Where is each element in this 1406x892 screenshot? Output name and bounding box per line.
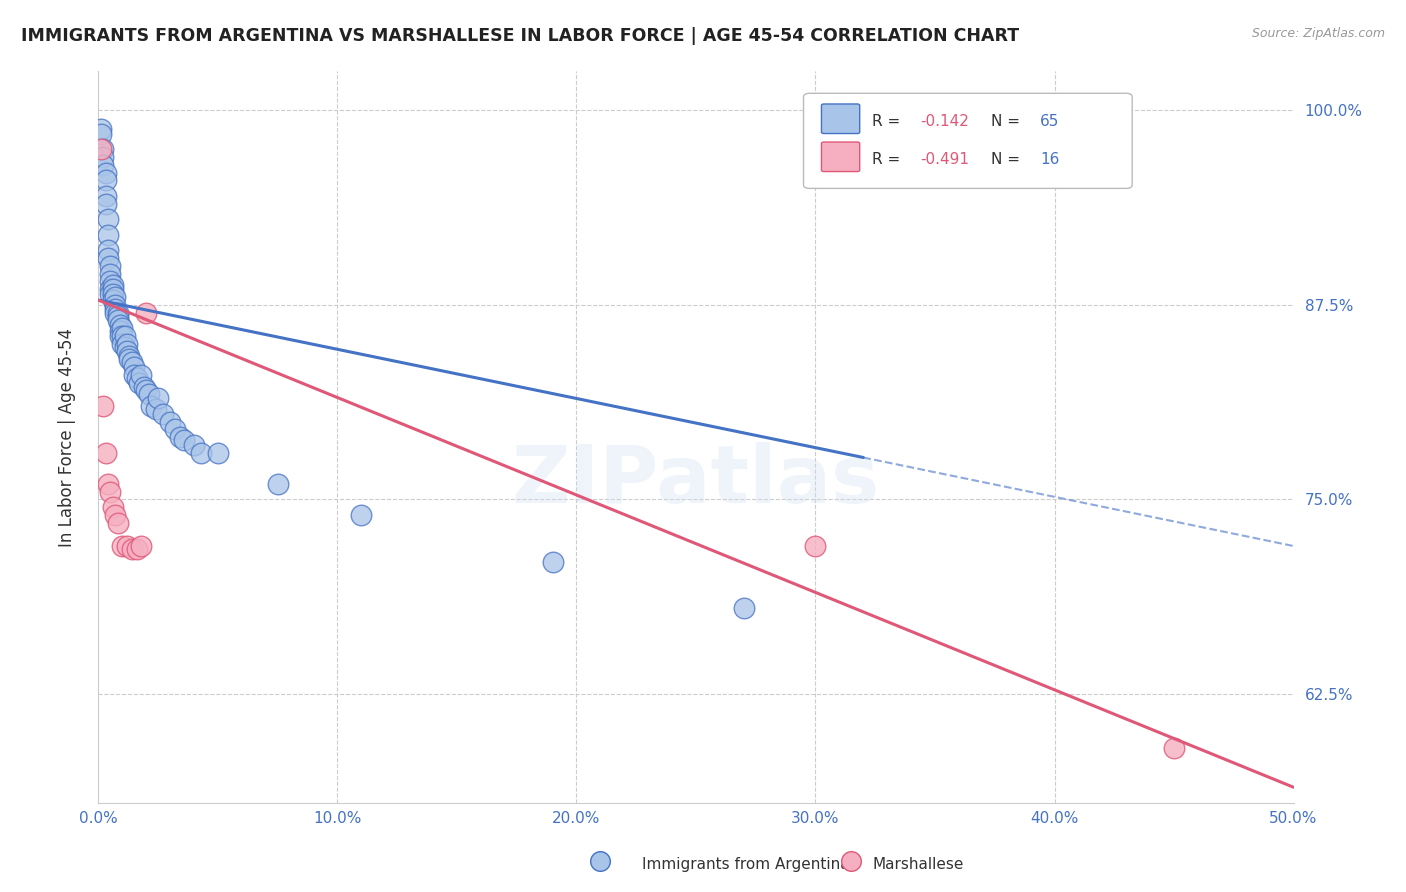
Point (101, 282, 124, 296)
Point (107, 309, 129, 323)
Point (124, 359, 146, 374)
Point (115, 344, 138, 359)
Point (128, 376, 150, 390)
Point (104, 298, 127, 312)
Point (125, 371, 148, 385)
Point (101, 293, 124, 307)
Point (90, 142, 112, 156)
Point (350, 508, 373, 522)
Point (1163, 741, 1185, 756)
Point (104, 290, 127, 304)
Point (91, 150, 114, 164)
Point (207, 445, 229, 459)
Point (733, 601, 755, 615)
Point (98, 275, 122, 289)
Point (121, 355, 143, 369)
Point (115, 336, 138, 351)
Point (91, 142, 114, 156)
Point (97, 244, 120, 258)
FancyBboxPatch shape (821, 142, 859, 171)
Point (107, 305, 129, 319)
Text: 16: 16 (1040, 152, 1060, 167)
Point (101, 500, 124, 515)
Point (108, 329, 131, 343)
Point (104, 305, 127, 319)
Point (107, 313, 129, 327)
Point (98, 282, 122, 296)
Text: Marshallese: Marshallese (873, 857, 965, 872)
Point (541, 555, 564, 569)
Point (94, 189, 117, 203)
Point (159, 415, 181, 429)
Point (94, 165, 117, 179)
FancyBboxPatch shape (804, 94, 1132, 188)
Point (104, 508, 127, 522)
Point (118, 352, 141, 367)
Point (98, 259, 122, 273)
Point (94, 173, 117, 187)
Text: N =: N = (991, 152, 1025, 167)
Point (135, 305, 157, 319)
Point (132, 380, 155, 394)
Point (111, 321, 134, 335)
Point (101, 286, 124, 301)
Text: R =: R = (872, 152, 905, 167)
Point (108, 324, 131, 338)
Point (104, 302, 127, 317)
Point (148, 391, 170, 405)
Point (145, 402, 167, 417)
Point (98, 484, 122, 499)
Text: R =: R = (872, 113, 905, 128)
Point (131, 368, 153, 382)
Point (97, 227, 120, 242)
Point (94, 196, 117, 211)
Point (97, 251, 120, 265)
Point (90, 122, 112, 136)
Point (115, 539, 138, 553)
Point (97, 212, 120, 227)
Point (97, 476, 120, 491)
Point (91, 399, 114, 413)
Point (118, 349, 141, 363)
Point (267, 476, 290, 491)
Point (138, 386, 160, 401)
Point (190, 445, 212, 459)
Point (90, 127, 112, 141)
Point (121, 542, 143, 557)
Point (111, 539, 134, 553)
Point (163, 422, 186, 436)
Point (173, 433, 195, 447)
Point (135, 384, 157, 398)
Text: 65: 65 (1040, 113, 1060, 128)
Point (114, 340, 136, 354)
Point (114, 329, 136, 343)
Point (101, 277, 124, 292)
Text: Source: ZipAtlas.com: Source: ZipAtlas.com (1251, 27, 1385, 40)
Point (131, 539, 153, 553)
Y-axis label: In Labor Force | Age 45-54: In Labor Force | Age 45-54 (58, 327, 76, 547)
Point (152, 407, 174, 421)
Point (139, 399, 162, 413)
Point (111, 329, 134, 343)
Text: ZIPatlas: ZIPatlas (512, 442, 880, 520)
Point (804, 539, 827, 553)
Point (98, 286, 122, 301)
Point (107, 516, 129, 530)
Text: IMMIGRANTS FROM ARGENTINA VS MARSHALLESE IN LABOR FORCE | AGE 45-54 CORRELATION : IMMIGRANTS FROM ARGENTINA VS MARSHALLESE… (21, 27, 1019, 45)
Text: -0.491: -0.491 (921, 152, 970, 167)
Point (125, 542, 148, 557)
Point (124, 368, 146, 382)
Point (111, 336, 134, 351)
Point (169, 430, 191, 444)
Point (183, 438, 205, 452)
FancyBboxPatch shape (821, 104, 859, 134)
Point (91, 158, 114, 172)
Point (108, 318, 131, 332)
Text: Immigrants from Argentina: Immigrants from Argentina (643, 857, 849, 872)
Text: -0.142: -0.142 (921, 113, 970, 128)
Text: N =: N = (991, 113, 1025, 128)
Point (94, 445, 117, 459)
Point (98, 267, 122, 281)
